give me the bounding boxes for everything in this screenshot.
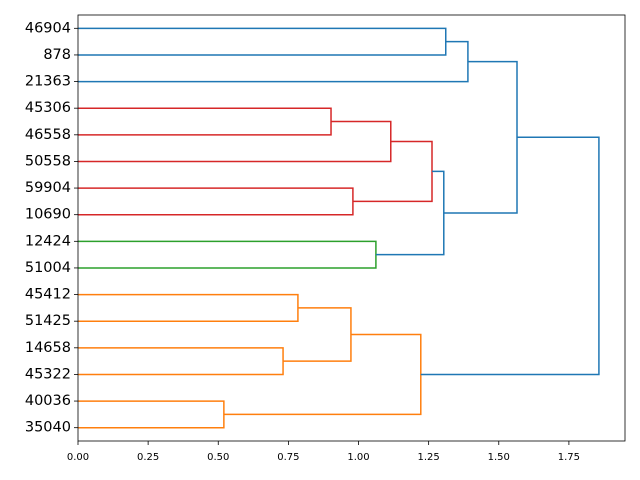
x-tick-label: 1.00 <box>347 452 369 463</box>
x-tick-label: 1.75 <box>558 452 580 463</box>
link <box>78 107 332 136</box>
link <box>420 136 600 376</box>
x-tick-label: 1.25 <box>418 452 440 463</box>
x-tick-label: 0.25 <box>137 452 159 463</box>
leaf-label: 35040 <box>25 420 71 436</box>
x-tick-label: 1.50 <box>488 452 510 463</box>
link <box>283 307 352 362</box>
leaf-label: 45306 <box>25 100 71 116</box>
x-tick-label: 0.75 <box>277 452 299 463</box>
link <box>352 140 433 203</box>
link <box>78 400 225 429</box>
leaf-label: 45322 <box>25 366 71 382</box>
link <box>443 60 518 214</box>
leaf-label: 40036 <box>25 393 71 409</box>
leaf-label: 51004 <box>25 260 71 276</box>
link <box>78 27 447 56</box>
link <box>375 170 445 256</box>
leaf-label: 878 <box>43 47 71 63</box>
leaf-label: 45412 <box>25 287 71 303</box>
link <box>78 120 392 163</box>
leaf-label: 50558 <box>25 153 71 169</box>
leaf-label: 10690 <box>25 207 71 223</box>
plot-frame <box>77 14 626 442</box>
leaf-label: 12424 <box>25 233 71 249</box>
leaf-label: 46904 <box>25 20 71 36</box>
link <box>78 347 284 376</box>
link <box>78 187 354 216</box>
leaf-label: 21363 <box>25 74 71 90</box>
link <box>78 40 469 83</box>
link <box>78 240 377 269</box>
leaf-label: 14658 <box>25 340 71 356</box>
leaf-label: 46558 <box>25 127 71 143</box>
x-tick-label: 0.00 <box>67 452 89 463</box>
x-tick-label: 0.50 <box>207 452 229 463</box>
link <box>78 293 299 322</box>
leaf-label: 59904 <box>25 180 71 196</box>
leaf-label: 51425 <box>25 313 71 329</box>
